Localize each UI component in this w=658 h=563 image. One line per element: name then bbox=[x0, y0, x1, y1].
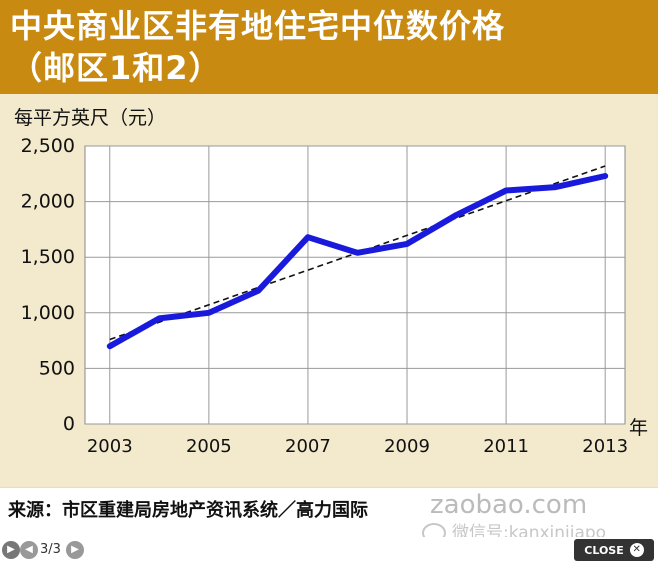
x-tick-labels: 2003 2005 2007 2009 2011 2013 bbox=[87, 436, 628, 457]
chart-subtitle: （邮区1和2） bbox=[10, 49, 222, 87]
prev-icon[interactable]: ◀ bbox=[20, 541, 38, 559]
data-points bbox=[109, 175, 606, 347]
page-counter: 3/3 bbox=[40, 542, 61, 557]
next-icon[interactable]: ▶ bbox=[66, 541, 84, 559]
close-icon: ✕ bbox=[629, 543, 644, 557]
y-tick-label: 0 bbox=[63, 413, 75, 435]
y-tick-labels: 2,500 2,000 1,500 1,000 500 0 bbox=[21, 135, 75, 435]
footer bbox=[0, 487, 658, 536]
grid-lines bbox=[85, 145, 625, 425]
plot-area bbox=[84, 145, 626, 425]
x-tick-label: 2013 bbox=[582, 436, 628, 457]
x-axis-label: 年 bbox=[629, 417, 648, 439]
play-icon[interactable]: ▶ bbox=[2, 541, 20, 559]
chart-title: 中央商业区非有地住宅中位数价格 bbox=[10, 7, 506, 45]
x-tick-label: 2007 bbox=[285, 436, 331, 457]
watermark: zaobao.com bbox=[430, 490, 588, 520]
y-tick-label: 2,500 bbox=[21, 135, 75, 157]
x-tick-label: 2011 bbox=[483, 436, 529, 457]
y-tick-label: 2,000 bbox=[21, 191, 75, 213]
slideshow-nav: ▶ ◀ 3/3 ▶ CLOSE ✕ bbox=[0, 537, 658, 563]
y-axis-label: 每平方英尺（元） bbox=[14, 107, 167, 129]
y-tick-label: 1,000 bbox=[21, 302, 75, 324]
x-tick-label: 2009 bbox=[384, 436, 430, 457]
y-tick-label: 1,500 bbox=[21, 246, 75, 268]
close-label: CLOSE bbox=[584, 543, 624, 557]
source-note: 来源：市区重建局房地产资讯系统／高力国际 bbox=[8, 500, 368, 521]
y-tick-label: 500 bbox=[39, 357, 75, 379]
chart-header: 中央商业区非有地住宅中位数价格 （邮区1和2） bbox=[0, 0, 658, 94]
close-button[interactable]: CLOSE ✕ bbox=[574, 539, 654, 561]
x-tick-label: 2003 bbox=[87, 436, 133, 457]
x-tick-label: 2005 bbox=[186, 436, 232, 457]
